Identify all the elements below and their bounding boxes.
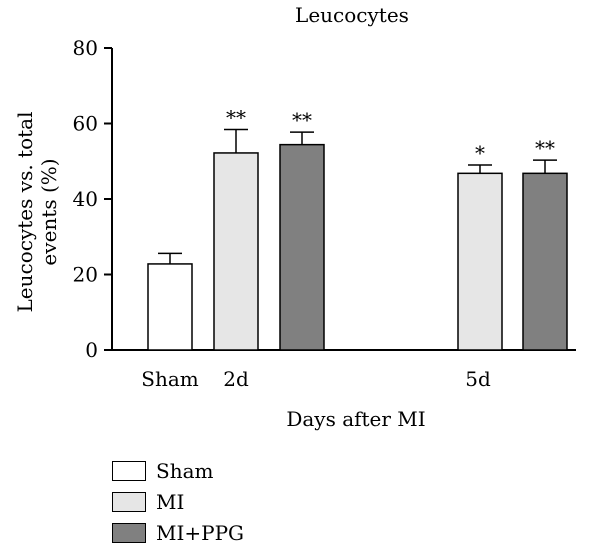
y-tick-label: 60 — [73, 112, 98, 136]
legend-item-mi-ppg: MI+PPG — [112, 520, 244, 546]
legend: Sham MI MI+PPG — [112, 458, 244, 551]
legend-item-sham: Sham — [112, 458, 244, 484]
y-tick-label: 0 — [85, 338, 98, 362]
y-axis-label: Leucocytes vs. total events (%) — [13, 112, 61, 313]
chart-title: Leucocytes — [295, 3, 409, 27]
significance-label: ** — [535, 136, 555, 160]
x-tick-label: 2d — [223, 367, 249, 391]
y-tick-label: 40 — [73, 187, 98, 211]
bar-chart: Leucocytes Leucocytes vs. total events (… — [13, 3, 576, 431]
x-tick-label: Sham — [141, 367, 199, 391]
legend-label-mi: MI — [156, 490, 185, 514]
bar — [522, 172, 568, 351]
legend-swatch-mi — [112, 492, 146, 512]
bar — [457, 172, 503, 351]
significance-label: ** — [226, 106, 246, 130]
legend-swatch-mi-ppg — [112, 523, 146, 543]
x-tick-label: 5d — [465, 367, 491, 391]
significance-label: * — [475, 141, 485, 165]
legend-swatch-sham — [112, 461, 146, 481]
legend-item-mi: MI — [112, 489, 244, 515]
bar — [213, 152, 259, 351]
legend-label-sham: Sham — [156, 459, 214, 483]
y-axis-label-line-1: Leucocytes vs. total — [13, 112, 37, 313]
bar — [279, 143, 325, 351]
bar — [147, 263, 193, 351]
y-tick-label: 80 — [73, 36, 98, 60]
y-tick-label: 20 — [73, 263, 98, 287]
legend-label-mi-ppg: MI+PPG — [156, 521, 245, 545]
x-axis-label: Days after MI — [286, 407, 425, 431]
significance-label: ** — [292, 108, 312, 132]
y-axis-label-line-2: events (%) — [37, 158, 61, 265]
